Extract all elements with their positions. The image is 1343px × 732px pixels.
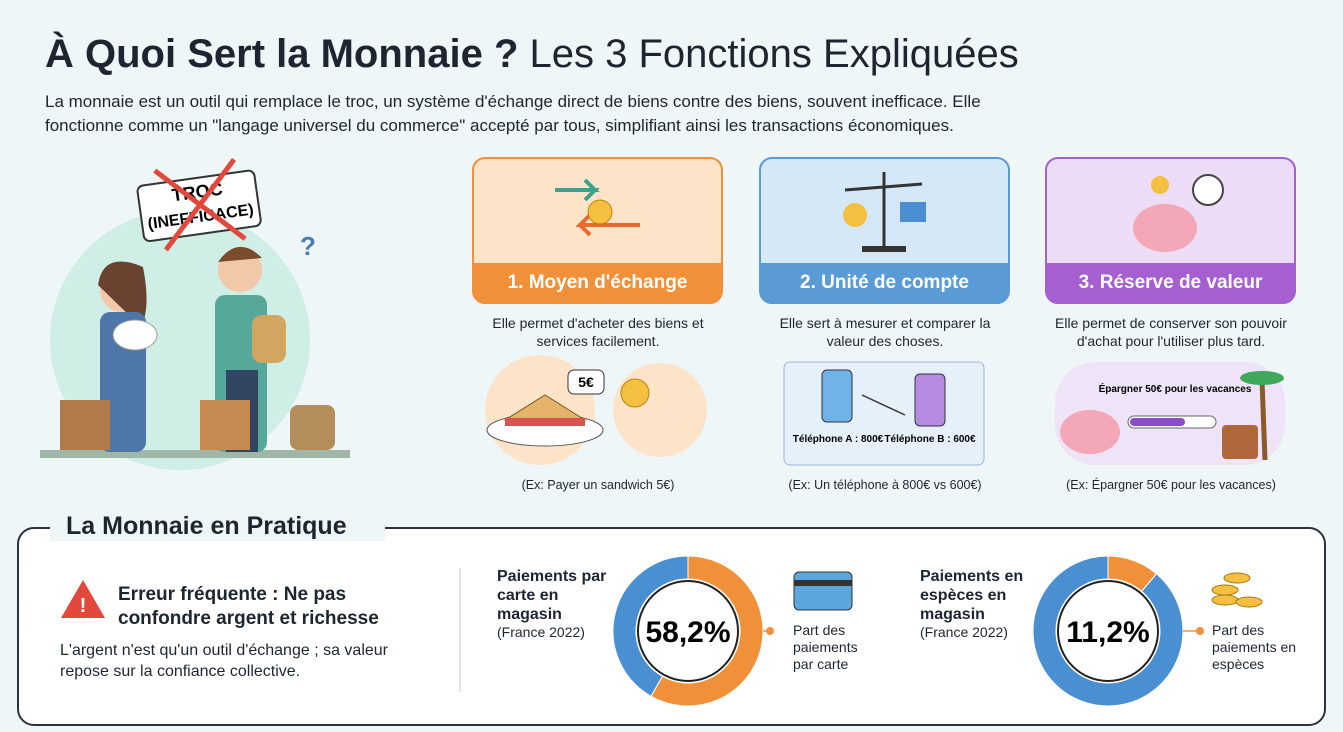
phone-illustration: Téléphone A : 800€ Téléphone B : 600€ (783, 361, 985, 466)
savings-illustration: Épargner 50€ pour les vacances (1055, 362, 1285, 465)
donut-segment (612, 555, 689, 697)
legend-marker (1196, 627, 1204, 635)
card-example: (Ex: Payer un sandwich 5€) (521, 478, 675, 492)
donut-hole (1057, 580, 1159, 682)
card-example: (Ex: Épargner 50€ pour les vacances) (1066, 478, 1276, 492)
sandwich-illustration: 5€ (485, 355, 707, 465)
chart-subtitle: (France 2022) (920, 624, 1008, 640)
donut-hole (637, 580, 739, 682)
card (1045, 157, 1296, 304)
svg-text:?: ? (300, 231, 316, 261)
phone-label: Téléphone A : 800€ (793, 434, 884, 445)
card-icon (793, 571, 853, 611)
coins-icon (1211, 572, 1263, 608)
value-label: 11,2% (1066, 616, 1149, 649)
savings-label: Épargner 50€ pour les vacances (1099, 382, 1252, 395)
card-title: 1. Moyen d'échange (507, 272, 688, 293)
legend-marker (766, 627, 774, 635)
intro: La monnaie est un outil qui remplace le … (45, 92, 981, 135)
warning-title: Erreur fréquente : Ne pas confondre arge… (118, 584, 379, 629)
phone-label: Téléphone B : 600€ (884, 434, 976, 445)
card-description: Elle permet d'acheter des biens et servi… (492, 315, 704, 349)
card (759, 157, 1010, 304)
warning-icon (61, 580, 105, 618)
svg-text:!: ! (80, 595, 87, 617)
title: À Quoi Sert la Monnaie ? Les 3 Fonctions… (45, 32, 1019, 77)
chart-title: Paiements en espèces en magasin (920, 568, 1024, 623)
chart-subtitle: (France 2022) (497, 624, 585, 640)
card-description: Elle sert à mesurer et comparer la valeu… (779, 315, 991, 349)
card-example: (Ex: Un téléphone à 800€ vs 600€) (788, 478, 982, 492)
legend-label: Part des paiements en espèces (1212, 622, 1297, 672)
title-rest: Les 3 Fonctions Expliquées (529, 32, 1019, 76)
donut-segment (650, 555, 764, 707)
card-title: 2. Unité de compte (800, 272, 969, 293)
chart-heading: Paiements en espèces en magasin (France 2… (920, 567, 1030, 640)
chart-heading: Paiements par carte en magasin (France 20… (497, 567, 607, 640)
legend-label: Part des paiements par carte (793, 622, 858, 672)
value-label: 58,2% (645, 616, 730, 649)
chart-title: Paiements par carte en magasin (497, 568, 607, 623)
card-title: 3. Réserve de valeur (1078, 272, 1263, 293)
price-label: 5€ (578, 374, 594, 390)
donut-segment (1032, 555, 1184, 707)
barter-illustration: ? TROC (INEFFICACE) (40, 158, 350, 470)
card (472, 157, 723, 304)
practice-title: La Monnaie en Pratique (66, 512, 347, 540)
title-bold: À Quoi Sert la Monnaie ? (45, 32, 519, 76)
card-description: Elle permet de conserver son pouvoir d'a… (1055, 315, 1287, 349)
warning-text: L'argent n'est qu'un outil d'échange ; s… (60, 642, 388, 680)
